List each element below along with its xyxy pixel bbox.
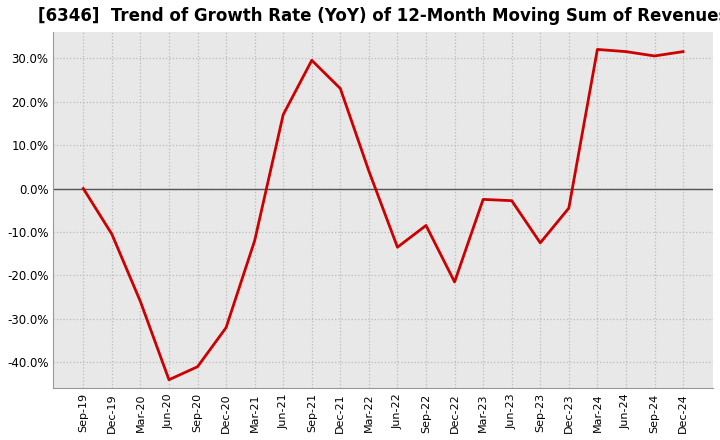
Title: [6346]  Trend of Growth Rate (YoY) of 12-Month Moving Sum of Revenues: [6346] Trend of Growth Rate (YoY) of 12-… [38, 7, 720, 25]
